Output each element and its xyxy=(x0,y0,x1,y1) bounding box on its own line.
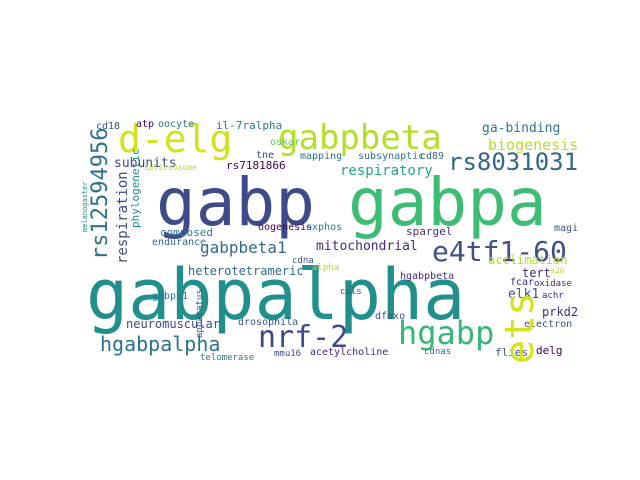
word-fcar: fcar xyxy=(510,277,535,288)
word-electron: electron xyxy=(524,319,573,330)
word-cdnas: cdnas xyxy=(424,347,452,357)
word-tert: tert xyxy=(522,266,551,280)
word-spliceosome: spliceosome xyxy=(144,163,197,172)
word-hgabpalpha: hgabpalpha xyxy=(100,332,221,356)
word-gabpb1: gabpb1 xyxy=(152,291,189,302)
word-il-7ralpha: il-7ralpha xyxy=(216,120,283,132)
word-tne: tne xyxy=(256,150,275,161)
word-biogenesis: biogenesis xyxy=(488,136,579,154)
word-subsynaptic: subsynaptic xyxy=(358,151,425,162)
word-rs12594956: rs12594956 xyxy=(88,127,113,260)
word-oxphos: oxphos xyxy=(306,222,343,233)
word-phylogenetic: phylogenetic xyxy=(129,148,142,228)
word-alpha: alpha xyxy=(312,263,340,273)
word-gabpa: gabpa xyxy=(348,164,547,241)
word-cloud: gabpalpha gabpa gabp gabpbeta d-elg hgab… xyxy=(80,120,580,370)
word-prkd2: prkd2 xyxy=(542,305,579,319)
word-elk1: elk1 xyxy=(508,287,540,302)
word-drosophila: drosophila xyxy=(238,317,299,328)
word-ets: ets xyxy=(497,291,543,364)
word-oskar: oskar xyxy=(270,137,301,148)
word-heterotetrameric: heterotetrameric xyxy=(188,264,304,278)
word-gabpbeta: gabpbeta xyxy=(278,120,442,158)
word-d-elg: d-elg xyxy=(118,120,233,161)
word-delg: delg xyxy=(536,344,563,357)
word-subunits: subunits xyxy=(114,156,177,171)
word-e4tf1-60: e4tf1-60 xyxy=(432,235,567,268)
word-hgabp: hgabp xyxy=(398,314,495,352)
word-telomerase: telomerase xyxy=(200,353,255,363)
word-hgabpbeta: hgabpbeta xyxy=(400,271,455,282)
word-spargel: spargel xyxy=(406,225,453,238)
word-rs8031031: rs8031031 xyxy=(448,148,579,176)
word-endurance: endurance xyxy=(152,237,207,248)
word-rs7181866: rs7181866 xyxy=(226,159,286,172)
word-oogenesis: oogenesis xyxy=(258,222,313,233)
word-oocyte: oocyte xyxy=(158,120,195,130)
word-composed: composed xyxy=(160,226,213,239)
word-achr: achr xyxy=(542,291,564,301)
word-apparatus: apparatus xyxy=(195,289,205,338)
word-acetylcholine: acetylcholine xyxy=(310,347,389,358)
word-gabpalpha: gabpalpha xyxy=(86,254,466,336)
word-mapping: mapping xyxy=(300,151,343,162)
word-culs: culs xyxy=(340,287,362,297)
word-gabp: gabp xyxy=(156,164,315,241)
word-ga-binding: ga-binding xyxy=(482,121,561,136)
word-atp: atp xyxy=(136,120,155,130)
word-melanogaster: melanogaster xyxy=(81,181,89,232)
word-mitochondrial: mitochondrial xyxy=(316,239,418,254)
word-flies: flies xyxy=(495,346,529,359)
word-gabpbeta1: gabpbeta1 xyxy=(200,238,287,257)
word-a26: a26 xyxy=(550,266,565,275)
word-mmu16: mmu16 xyxy=(274,349,302,359)
word-acclimation: acclimation xyxy=(488,253,568,267)
word-respiratory: respiratory xyxy=(340,163,433,179)
word-respiration: respiration xyxy=(115,171,131,264)
word-nrf-2: nrf-2 xyxy=(258,320,349,355)
word-dfoxo: dfoxo xyxy=(375,311,406,322)
word-neuromuscular: neuromuscular xyxy=(126,317,220,331)
word-cd89: cd89 xyxy=(420,151,445,162)
word-cdna: cdna xyxy=(292,256,314,266)
word-cd18: cd18 xyxy=(96,121,121,132)
word-oxidase: oxidase xyxy=(534,279,572,289)
word-magi: magi xyxy=(554,223,579,234)
